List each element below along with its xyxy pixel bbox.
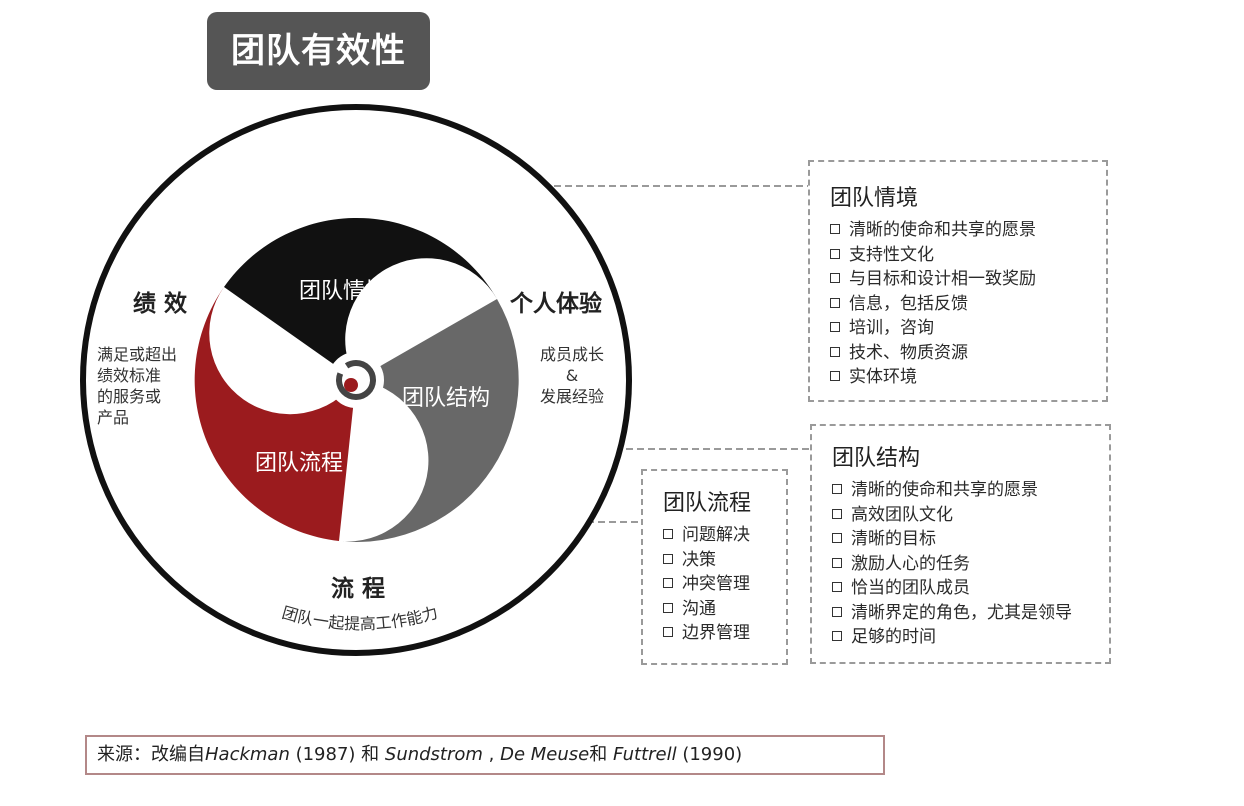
experience-line-2: & xyxy=(566,366,578,385)
segment-label-context: 团队情境 xyxy=(299,279,387,304)
source-author-sundstrom: Sundstrom xyxy=(384,744,483,765)
list-item: 足够的时间 xyxy=(832,625,1109,650)
team-structure-box: 团队结构 清晰的使命和共享的愿景 高效团队文化 清晰的目标 激励人心的任务 恰当… xyxy=(810,424,1111,664)
page-title: 团队有效性 xyxy=(207,12,430,90)
source-and: 和 xyxy=(589,744,613,765)
source-separator: , xyxy=(482,744,501,765)
segment-label-process: 团队流程 xyxy=(255,451,343,476)
list-item: 与目标和设计相一致奖励 xyxy=(830,267,1106,292)
label-performance: 绩 效 xyxy=(133,290,187,317)
list-item: 清晰的使命和共享的愿景 xyxy=(832,478,1109,503)
team-structure-list: 清晰的使命和共享的愿景 高效团队文化 清晰的目标 激励人心的任务 恰当的团队成员… xyxy=(832,478,1109,650)
list-item: 激励人心的任务 xyxy=(832,552,1109,577)
list-item: 恰当的团队成员 xyxy=(832,576,1109,601)
center-hub-dot xyxy=(344,378,358,392)
list-item: 培训，咨询 xyxy=(830,316,1106,341)
center-hub-ring xyxy=(336,360,376,400)
list-item: 信息，包括反馈 xyxy=(830,292,1106,317)
team-structure-title: 团队结构 xyxy=(832,446,921,471)
label-process: 流 程 xyxy=(331,575,385,602)
source-prefix: 来源：改编自 xyxy=(97,744,205,765)
list-item: 实体环境 xyxy=(830,365,1106,390)
team-process-box: 团队流程 问题解决 决策 冲突管理 沟通 边界管理 xyxy=(641,469,788,665)
team-process-list: 问题解决 决策 冲突管理 沟通 边界管理 xyxy=(663,523,786,646)
list-item: 边界管理 xyxy=(663,621,786,646)
performance-line-2: 绩效标准 xyxy=(97,366,161,385)
team-context-list: 清晰的使命和共享的愿景 支持性文化 与目标和设计相一致奖励 信息，包括反馈 培训… xyxy=(830,218,1106,390)
source-year-1: (1987) 和 xyxy=(289,744,385,765)
segment-team-structure xyxy=(339,299,519,542)
performance-line-1: 满足或超出 xyxy=(97,345,177,364)
list-item: 支持性文化 xyxy=(830,243,1106,268)
experience-line-1: 成员成长 xyxy=(540,345,604,364)
list-item: 技术、物质资源 xyxy=(830,341,1106,366)
team-context-box: 团队情境 清晰的使命和共享的愿景 支持性文化 与目标和设计相一致奖励 信息，包括… xyxy=(808,160,1108,402)
list-item: 清晰的目标 xyxy=(832,527,1109,552)
list-item: 问题解决 xyxy=(663,523,786,548)
team-context-title: 团队情境 xyxy=(830,186,919,211)
source-author-futtrell: Futtrell xyxy=(612,744,677,765)
label-individual-experience: 个人体验 xyxy=(510,290,602,317)
team-process-title: 团队流程 xyxy=(663,491,752,516)
list-item: 决策 xyxy=(663,548,786,573)
source-year-2: (1990) xyxy=(676,744,743,765)
list-item: 沟通 xyxy=(663,597,786,622)
segment-team-process xyxy=(194,287,356,541)
performance-line-4: 产品 xyxy=(97,408,129,427)
segment-team-context xyxy=(224,217,497,380)
segment-label-structure: 团队结构 xyxy=(402,386,490,411)
list-item: 清晰的使命和共享的愿景 xyxy=(830,218,1106,243)
list-item: 清晰界定的角色，尤其是领导 xyxy=(832,601,1109,626)
source-citation: 来源：改编自Hackman (1987) 和 Sundstrom , De Me… xyxy=(85,735,885,775)
source-author-hackman: Hackman xyxy=(205,744,290,765)
performance-line-3: 的服务或 xyxy=(97,387,161,406)
experience-line-3: 发展经验 xyxy=(540,387,604,406)
list-item: 高效团队文化 xyxy=(832,503,1109,528)
source-author-demeuse: De Meuse xyxy=(500,744,590,765)
list-item: 冲突管理 xyxy=(663,572,786,597)
